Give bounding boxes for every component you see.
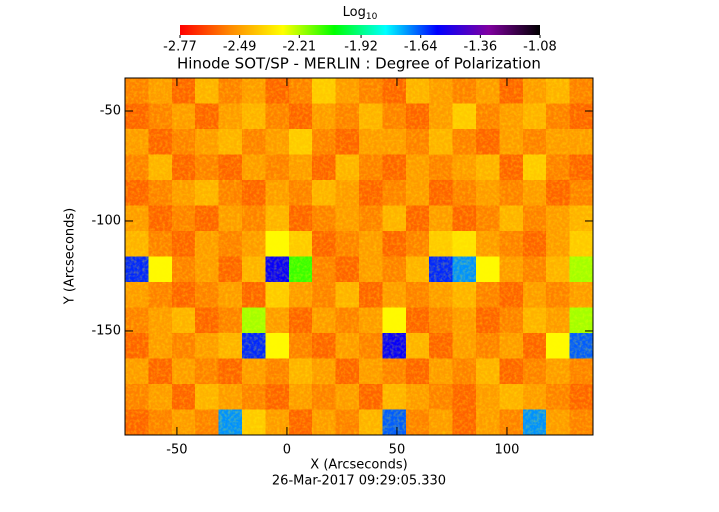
colorbar-tick-label: -1.64: [404, 40, 438, 55]
colorbar: [180, 25, 540, 35]
plot-frame: [124, 77, 594, 436]
texture: [125, 78, 593, 435]
chart-title: Hinode SOT/SP - MERLIN : Degree of Polar…: [177, 55, 541, 73]
y-tick-label: -150: [91, 323, 121, 338]
y-axis-label: Y (Arcseconds): [63, 208, 78, 305]
colorbar-tick-label: -2.77: [163, 40, 197, 55]
y-tick-label: -50: [100, 103, 121, 118]
colorbar-tick-label: -2.49: [223, 40, 257, 55]
footer-date: 26-Mar-2017 09:29:05.330: [272, 474, 446, 489]
colorbar-tick-label: -1.92: [344, 40, 378, 55]
x-tick-label: -50: [166, 443, 187, 458]
x-tick-label: 100: [495, 443, 520, 458]
colorbar-label-base: Log: [343, 5, 366, 20]
x-tick-label: 0: [283, 443, 291, 458]
x-axis-label: X (Arcseconds): [310, 458, 407, 473]
x-tick-label: 50: [389, 443, 406, 458]
colorbar-tick-label: -2.21: [282, 40, 316, 55]
colorbar-label: Log10: [343, 5, 378, 22]
colorbar-label-sub: 10: [366, 12, 378, 22]
colorbar-tick-label: -1.36: [464, 40, 498, 55]
y-tick-label: -100: [91, 213, 121, 228]
colorbar-tick-label: -1.08: [523, 40, 557, 55]
